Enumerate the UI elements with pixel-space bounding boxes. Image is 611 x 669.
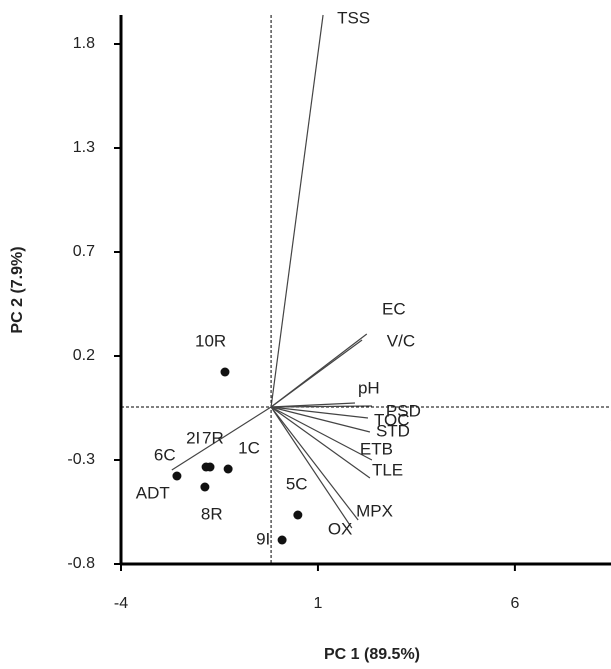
point-label: 1C (238, 438, 260, 457)
loading-vector (271, 405, 372, 408)
point-label: 2I (186, 428, 200, 447)
vector-label: PSD (386, 401, 421, 420)
y-tick-label: 1.8 (73, 35, 95, 52)
loading-vector (271, 406, 369, 419)
score-point (293, 510, 303, 520)
y-tick-label: 0.7 (73, 243, 95, 260)
loading-vector (270, 14, 324, 408)
vector-label: ETB (360, 439, 393, 458)
loading-vector (270, 406, 373, 461)
point-label: 6C (154, 445, 176, 464)
vector-label: ADT (136, 483, 170, 502)
y-tick-label: 1.3 (73, 139, 95, 156)
y-axis-title: PC 2 (7.9%) (9, 246, 26, 333)
vector-label: OX (328, 519, 353, 538)
point-label: 5C (286, 474, 308, 493)
x-axis-title: PC 1 (89.5%) (324, 646, 420, 663)
point-label: 7R (202, 428, 224, 447)
score-point (200, 482, 210, 492)
vector-label: EC (382, 299, 406, 318)
loading-vector (270, 333, 368, 408)
y-tick-label: -0.8 (67, 555, 95, 572)
vector-label: TLE (372, 460, 403, 479)
y-tick-label: -0.3 (67, 451, 95, 468)
vector-label: STD (376, 421, 410, 440)
score-point (220, 367, 230, 377)
loading-vector (270, 406, 371, 479)
score-point (172, 471, 182, 481)
point-label: 8R (201, 504, 223, 523)
x-tick-label: -4 (114, 595, 128, 612)
loading-vector (270, 406, 353, 529)
score-point (205, 462, 215, 472)
x-tick-label: 6 (510, 595, 519, 612)
vector-label: TOC (374, 410, 410, 429)
vector-label: MPX (356, 501, 393, 520)
loading-vector (171, 406, 272, 471)
point-label: 10R (195, 331, 226, 350)
point-label: 9I (256, 529, 270, 548)
vector-label: TSS (337, 8, 370, 27)
vector-label: pH (358, 378, 380, 397)
score-point (223, 464, 233, 474)
y-tick-label: 0.2 (73, 347, 95, 364)
x-tick-label: 1 (313, 595, 322, 612)
loading-vector (270, 406, 359, 521)
score-point (277, 535, 287, 545)
vector-label: V/C (387, 331, 415, 350)
loading-vector (270, 406, 371, 433)
